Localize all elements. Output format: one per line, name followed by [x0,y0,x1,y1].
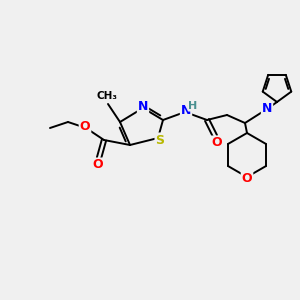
Text: O: O [242,172,252,184]
Text: S: S [155,134,164,146]
Text: N: N [138,100,148,113]
Text: O: O [212,136,222,149]
Text: CH₃: CH₃ [97,91,118,101]
Text: N: N [181,104,191,118]
Text: N: N [262,103,272,116]
Text: O: O [80,119,90,133]
Text: O: O [93,158,103,172]
Text: H: H [188,101,198,111]
